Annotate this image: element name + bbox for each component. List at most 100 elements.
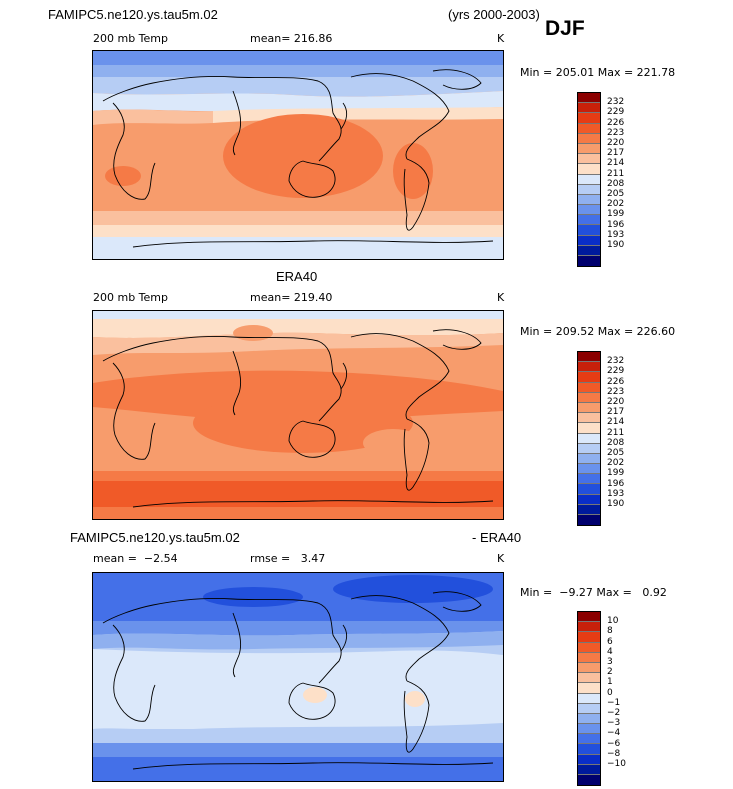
colorbar-tick-label: 1 xyxy=(607,677,613,688)
colorbar-swatch xyxy=(578,652,600,663)
panel1-field: 200 mb Temp xyxy=(93,32,169,45)
colorbar-tick-label: 196 xyxy=(607,219,625,230)
colorbar-tick-label: −1 xyxy=(607,697,621,708)
colorbar-swatch xyxy=(578,256,600,267)
colorbar-swatch xyxy=(578,642,600,653)
colorbar-swatch xyxy=(578,453,600,465)
colorbar-swatch xyxy=(578,413,600,424)
colorbar-swatch xyxy=(578,143,600,155)
colorbar-tick-label: 193 xyxy=(607,488,625,499)
colorbar-swatch xyxy=(578,245,600,256)
colorbar-swatch xyxy=(578,494,600,505)
colorbar-tick-label: −10 xyxy=(607,759,626,769)
colorbar-tick-label: −8 xyxy=(607,748,621,759)
panel2-field: 200 mb Temp xyxy=(93,291,169,304)
colorbar-swatch xyxy=(578,443,600,454)
colorbar-tick-label: 190 xyxy=(607,499,625,509)
colorbar-swatch xyxy=(578,164,600,175)
colorbar-tick-label: −6 xyxy=(607,738,621,749)
colorbar-swatch xyxy=(578,133,600,144)
colorbar-tick-label: 205 xyxy=(607,448,625,458)
colorbar-tick-label: 190 xyxy=(607,240,625,250)
colorbar-swatch xyxy=(578,392,600,403)
colorbar-tick-label: 211 xyxy=(607,427,625,438)
colorbar-swatch xyxy=(578,662,600,674)
colorbar-swatch xyxy=(578,382,600,393)
colorbar-swatch xyxy=(578,184,600,195)
colorbar-tick-label: 217 xyxy=(607,407,625,418)
colorbar-tick-label: 223 xyxy=(607,386,625,397)
colorbar-swatch xyxy=(578,504,600,515)
colorbar-tick-label: 2 xyxy=(607,667,613,678)
colorbar-tick-label: 8 xyxy=(607,626,613,637)
coastline-outlines xyxy=(102,591,494,770)
colorbar-swatch xyxy=(578,754,600,765)
coastline-outlines xyxy=(102,69,494,248)
panel3-minmax: Min = −9.27 Max = 0.92 xyxy=(520,586,667,599)
era40-temp-map xyxy=(92,310,504,520)
colorbar-swatch xyxy=(578,352,600,363)
colorbar-tick-label: 202 xyxy=(607,458,625,469)
colorbar-swatch xyxy=(578,402,600,414)
panel2-mean: mean= 219.40 xyxy=(250,291,333,304)
panel1-mean: mean= 216.86 xyxy=(250,32,333,45)
case-title: FAMIPC5.ne120.ys.tau5m.02 xyxy=(48,7,218,22)
colorbar-swatch xyxy=(578,612,600,623)
colorbar-swatch xyxy=(578,713,600,725)
colorbar-swatch xyxy=(578,632,600,643)
colorbar-swatch xyxy=(578,703,600,714)
colorbar-swatch xyxy=(578,235,600,246)
colorbar-tick-label: 6 xyxy=(607,636,613,647)
model-temp-map xyxy=(92,50,504,260)
colorbar-swatch xyxy=(578,683,600,694)
colorbar-swatch xyxy=(578,215,600,226)
colorbar-tick-label: 217 xyxy=(607,148,625,159)
colorbar-swatch xyxy=(578,194,600,206)
colorbar-swatch xyxy=(578,225,600,236)
panel3-mean: mean = −2.54 xyxy=(93,552,178,565)
colorbar-swatch xyxy=(578,744,600,755)
colorbar-tick-label: 10 xyxy=(607,616,619,627)
colorbar-swatch xyxy=(578,205,600,216)
colorbar-tick-label: 232 xyxy=(607,97,625,108)
colorbar-tick-label: 199 xyxy=(607,209,625,220)
years-label: (yrs 2000-2003) xyxy=(448,7,540,22)
panel1-unit: K xyxy=(497,32,505,45)
colorbar-swatch xyxy=(578,734,600,745)
colorbar-swatch xyxy=(578,474,600,485)
colorbar-swatch xyxy=(578,372,600,383)
colorbar-tick-label: 199 xyxy=(607,468,625,479)
colorbar-tick-label: 4 xyxy=(607,646,613,657)
temp-colorbar-1 xyxy=(577,92,601,268)
temp-colorbar-2 xyxy=(577,351,601,527)
colorbar-swatch xyxy=(578,103,600,114)
colorbar-swatch xyxy=(578,464,600,475)
panel2-unit: K xyxy=(497,291,505,304)
colorbar-swatch xyxy=(578,673,600,684)
colorbar-swatch xyxy=(578,433,600,444)
colorbar-swatch xyxy=(578,484,600,495)
colorbar-tick-label: 0 xyxy=(607,687,613,698)
colorbar-swatch xyxy=(578,93,600,104)
colorbar-swatch xyxy=(578,423,600,434)
panel2-minmax: Min = 209.52 Max = 226.60 xyxy=(520,325,676,338)
colorbar-tick-label: 211 xyxy=(607,168,625,179)
colorbar-swatch xyxy=(578,693,600,704)
colorbar-tick-label: 208 xyxy=(607,437,625,448)
coastline-outlines xyxy=(102,329,494,508)
colorbar-swatch xyxy=(578,775,600,786)
panel3-rmse: rmse = 3.47 xyxy=(250,552,326,565)
colorbar-tick-label: 229 xyxy=(607,366,625,377)
colorbar-swatch xyxy=(578,622,600,633)
colorbar-swatch xyxy=(578,154,600,165)
colorbar-swatch xyxy=(578,764,600,775)
colorbar-tick-label: 196 xyxy=(607,478,625,489)
colorbar-tick-label: 223 xyxy=(607,127,625,138)
colorbar-swatch xyxy=(578,515,600,526)
panel3-case: FAMIPC5.ne120.ys.tau5m.02 xyxy=(70,530,240,545)
colorbar-tick-label: 226 xyxy=(607,376,625,387)
colorbar-tick-label: 232 xyxy=(607,356,625,367)
colorbar-swatch xyxy=(578,724,600,735)
colorbar-tick-label: 214 xyxy=(607,158,625,169)
difference-map xyxy=(92,572,504,782)
